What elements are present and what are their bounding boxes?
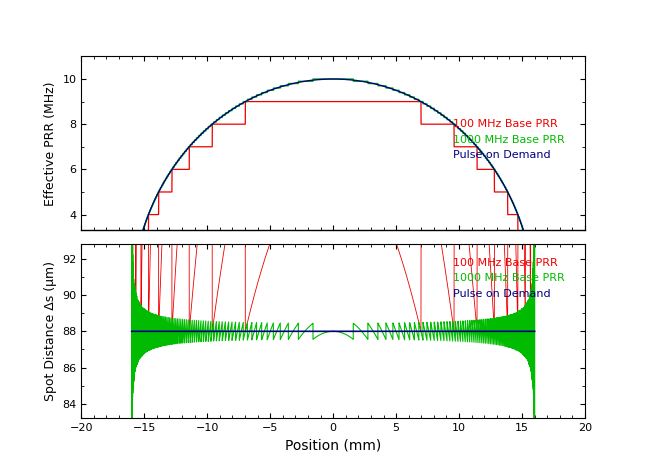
Pulse on Demand — [228, 329, 236, 334]
1000 MHz Base PRR — [416, 325, 424, 331]
100 MHz Base PRR — [318, 229, 326, 235]
1000 MHz Base PRR — [416, 99, 424, 104]
100 MHz Base PRR — [318, 99, 326, 104]
100 MHz Base PRR — [228, 121, 236, 127]
100 MHz Base PRR — [387, 99, 395, 104]
1000 MHz Base PRR — [530, 300, 538, 306]
Pulse on Demand — [504, 191, 512, 196]
1000 MHz Base PRR — [228, 337, 236, 343]
1000 MHz Base PRR — [504, 191, 512, 197]
1000 MHz Base PRR — [318, 331, 326, 337]
1000 MHz Base PRR — [371, 332, 379, 338]
Line: 100 MHz Base PRR: 100 MHz Base PRR — [132, 102, 534, 282]
100 MHz Base PRR — [416, 325, 424, 331]
Pulse on Demand — [128, 329, 136, 334]
1000 MHz Base PRR — [530, 419, 538, 425]
Pulse on Demand — [530, 329, 538, 334]
Pulse on Demand — [372, 329, 380, 334]
100 MHz Base PRR — [530, 280, 538, 285]
100 MHz Base PRR — [387, 229, 395, 235]
1000 MHz Base PRR — [128, 300, 136, 306]
Pulse on Demand — [318, 77, 326, 82]
Pulse on Demand — [417, 329, 424, 334]
100 MHz Base PRR — [416, 99, 424, 104]
Pulse on Demand — [128, 329, 136, 334]
100 MHz Base PRR — [504, 229, 512, 235]
Pulse on Demand — [387, 86, 395, 91]
100 MHz Base PRR — [128, 419, 136, 425]
Pulse on Demand — [416, 98, 424, 104]
100 MHz Base PRR — [241, 99, 249, 104]
1000 MHz Base PRR — [318, 76, 326, 82]
100 MHz Base PRR — [530, 419, 538, 425]
Pulse on Demand — [228, 107, 236, 112]
100 MHz Base PRR — [371, 229, 379, 235]
Legend: 100 MHz Base PRR, 1000 MHz Base PRR, Pulse on Demand: 100 MHz Base PRR, 1000 MHz Base PRR, Pul… — [448, 253, 569, 303]
Y-axis label: Spot Distance Δs (μm): Spot Distance Δs (μm) — [44, 261, 57, 401]
1000 MHz Base PRR — [371, 81, 379, 86]
Line: 1000 MHz Base PRR: 1000 MHz Base PRR — [132, 79, 534, 303]
100 MHz Base PRR — [504, 212, 512, 218]
1000 MHz Base PRR — [387, 85, 395, 91]
100 MHz Base PRR — [371, 99, 379, 104]
Pulse on Demand — [318, 329, 326, 334]
X-axis label: Position (mm): Position (mm) — [285, 439, 382, 453]
100 MHz Base PRR — [128, 280, 136, 285]
Pulse on Demand — [371, 81, 379, 87]
100 MHz Base PRR — [228, 229, 236, 235]
Pulse on Demand — [530, 301, 538, 307]
Legend: 100 MHz Base PRR, 1000 MHz Base PRR, Pulse on Demand: 100 MHz Base PRR, 1000 MHz Base PRR, Pul… — [448, 115, 569, 165]
1000 MHz Base PRR — [128, 229, 136, 235]
Line: 100 MHz Base PRR: 100 MHz Base PRR — [132, 232, 534, 422]
100 MHz Base PRR — [129, 229, 136, 235]
Pulse on Demand — [329, 76, 337, 82]
Pulse on Demand — [504, 329, 512, 334]
Line: Pulse on Demand: Pulse on Demand — [132, 79, 534, 304]
1000 MHz Base PRR — [228, 106, 236, 111]
1000 MHz Base PRR — [504, 321, 512, 327]
1000 MHz Base PRR — [387, 330, 395, 336]
Line: 1000 MHz Base PRR: 1000 MHz Base PRR — [132, 232, 534, 422]
Pulse on Demand — [128, 301, 136, 307]
1000 MHz Base PRR — [309, 76, 317, 82]
1000 MHz Base PRR — [128, 419, 136, 425]
Pulse on Demand — [128, 329, 136, 334]
Pulse on Demand — [387, 329, 395, 334]
Y-axis label: Effective PRR (MHz): Effective PRR (MHz) — [44, 81, 57, 206]
